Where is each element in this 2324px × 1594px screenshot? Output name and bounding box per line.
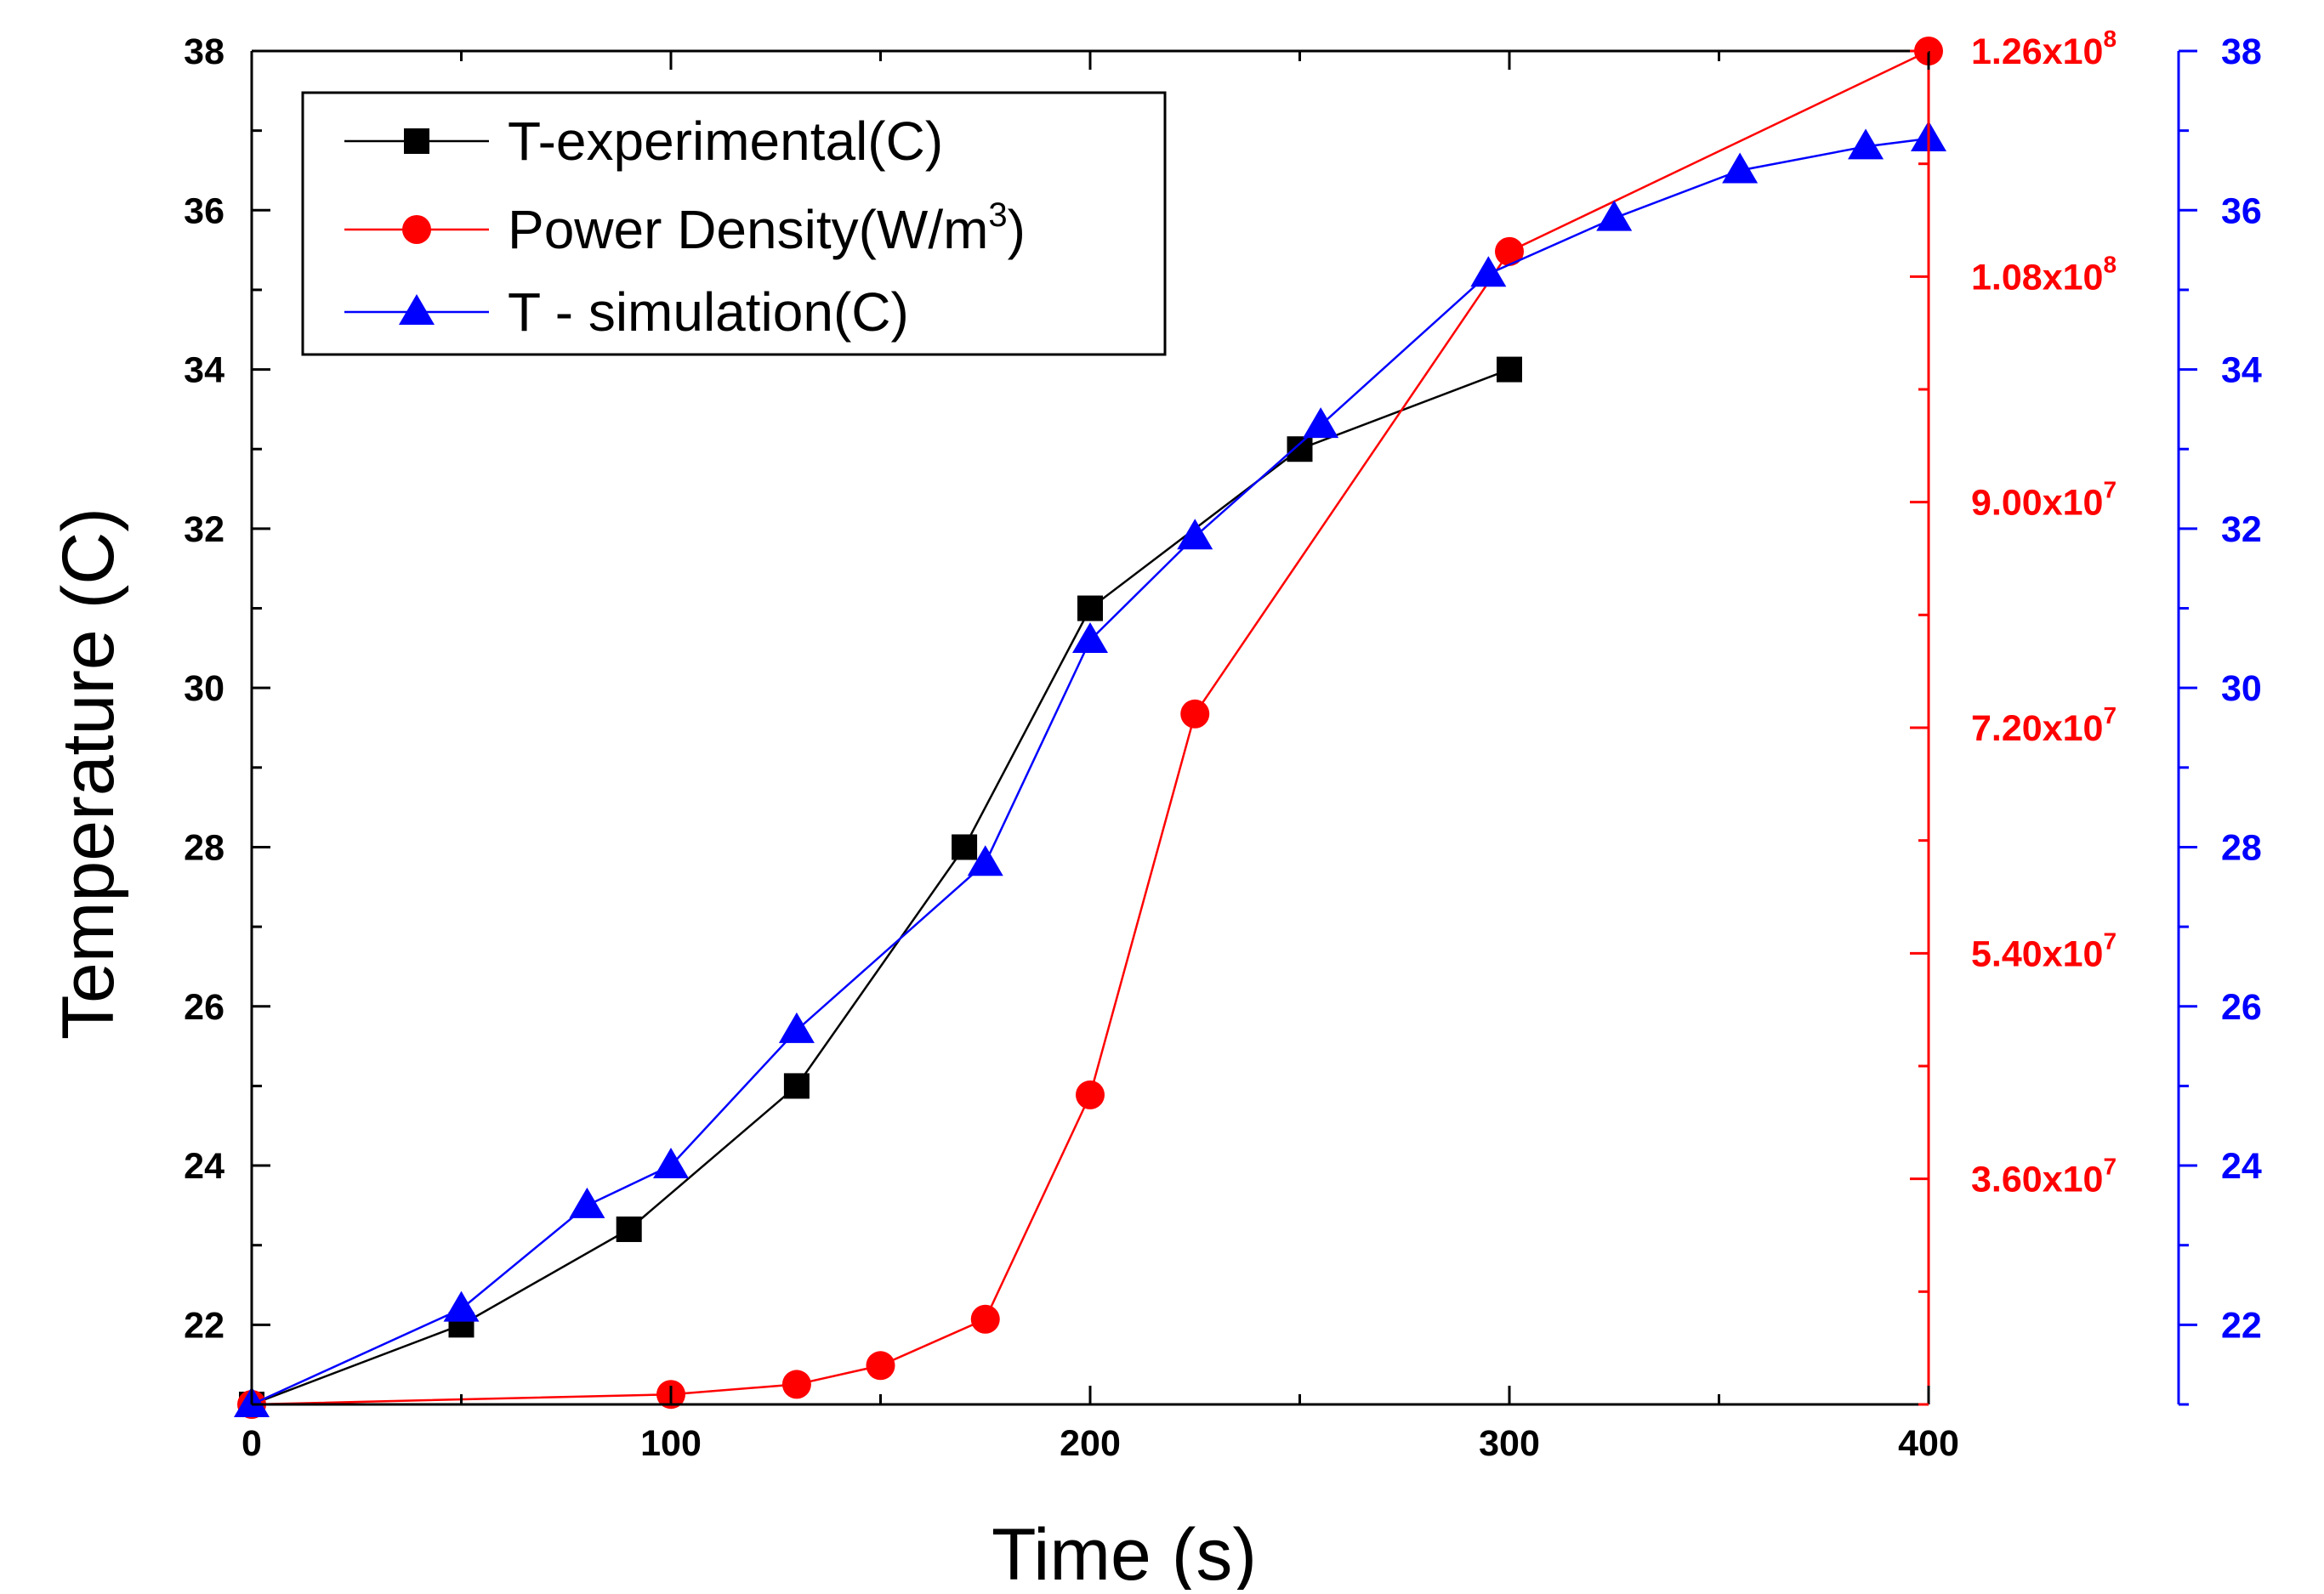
y-tick-label-left: 32	[184, 509, 224, 550]
x-tick-label: 0	[241, 1423, 262, 1464]
data-point-series-2	[443, 1291, 480, 1322]
data-point-series-0	[616, 1216, 642, 1242]
y-tick-label-left: 36	[184, 190, 224, 231]
series-layer	[234, 37, 1946, 1419]
legend-label-2: T - simulation(C)	[508, 281, 909, 343]
y-tick-label-far-right: 26	[2221, 987, 2262, 1028]
x-tick-label: 200	[1060, 1423, 1121, 1464]
data-point-series-2	[653, 1148, 689, 1179]
y-tick-label-right: 9.00x107	[1971, 477, 2117, 524]
series-line-2	[251, 137, 1929, 1406]
y-tick-label-right: 3.60x107	[1971, 1154, 2117, 1200]
data-point-series-2	[778, 1012, 815, 1043]
axes-layer: 0 100 200 300 400 22 24 26 28 30 32 34 36 38 3.60x107 5…	[184, 26, 2262, 1464]
data-point-series-1	[1495, 236, 1524, 266]
y-tick-label-left: 28	[184, 827, 224, 868]
data-point-series-2	[1303, 407, 1339, 439]
legend: T-experimental(C) Power Density(W/m3) T - …	[301, 91, 1167, 356]
y-tick-label-far-right: 34	[2221, 350, 2262, 391]
y-tick-label-right: 1.26x108	[1971, 26, 2117, 72]
y-tick-label-far-right: 24	[2221, 1146, 2262, 1187]
data-point-series-2	[1072, 621, 1108, 653]
y-axis-title: Temperature (C)	[48, 508, 129, 1040]
data-point-series-2	[1470, 256, 1507, 287]
data-point-series-0	[952, 834, 978, 860]
data-point-series-0	[1287, 436, 1313, 462]
y-tick-label-left: 30	[184, 668, 224, 709]
y-tick-label-right: 7.20x107	[1971, 702, 2117, 749]
data-point-series-2	[967, 845, 1003, 876]
data-point-series-2	[1596, 200, 1633, 231]
y-tick-label-far-right: 30	[2221, 668, 2262, 709]
x-tick-label: 300	[1479, 1423, 1540, 1464]
y-tick-label-left: 24	[184, 1146, 224, 1187]
x-axis-title: Time (s)	[992, 1514, 1257, 1590]
legend-label-1: Power Density(W/m3)	[508, 196, 1026, 260]
x-tick-label: 100	[640, 1423, 702, 1464]
y-tick-label-right: 1.08x108	[1971, 251, 2117, 298]
legend-marker-0	[404, 128, 429, 154]
data-point-series-0	[1077, 595, 1103, 621]
data-point-series-1	[781, 1370, 811, 1399]
data-point-series-1	[1180, 699, 1210, 729]
data-point-series-0	[783, 1073, 810, 1099]
y-tick-label-far-right: 28	[2221, 827, 2262, 868]
y-tick-label-far-right: 22	[2221, 1305, 2262, 1346]
y-tick-label-far-right: 32	[2221, 509, 2262, 550]
axis-titles: Time (s) Temperature (C)	[48, 508, 1257, 1594]
y-tick-label-right: 5.40x107	[1971, 927, 2117, 974]
data-point-series-1	[970, 1304, 1000, 1334]
y-tick-label-far-right: 38	[2221, 31, 2262, 72]
y-tick-label-left: 38	[184, 31, 224, 72]
x-tick-label: 400	[1898, 1423, 1959, 1464]
legend-marker-2	[399, 294, 435, 325]
data-point-series-1	[866, 1351, 895, 1381]
y-tick-label-left: 22	[184, 1305, 224, 1346]
legend-marker-1	[402, 215, 431, 244]
data-point-series-0	[1497, 356, 1522, 383]
y-tick-label-far-right: 36	[2221, 190, 2262, 231]
legend-label-0: T-experimental(C)	[508, 111, 943, 172]
data-point-series-2	[1722, 152, 1759, 184]
y-tick-label-left: 26	[184, 987, 224, 1028]
data-point-series-2	[1177, 519, 1213, 550]
data-point-series-2	[569, 1187, 605, 1218]
y-tick-label-left: 34	[184, 350, 224, 391]
data-point-series-2	[1848, 128, 1884, 160]
data-point-series-1	[1076, 1080, 1105, 1109]
legend-box	[301, 91, 1167, 356]
